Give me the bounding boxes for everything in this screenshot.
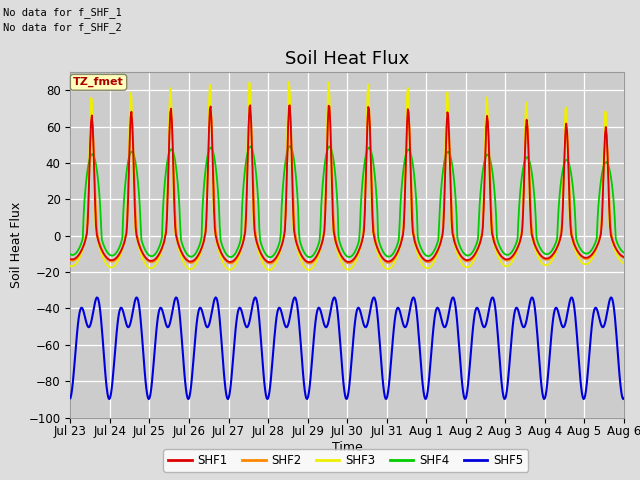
Legend: SHF1, SHF2, SHF3, SHF4, SHF5: SHF1, SHF2, SHF3, SHF4, SHF5 <box>163 449 528 472</box>
Text: No data for f_SHF_1: No data for f_SHF_1 <box>3 7 122 18</box>
Title: Soil Heat Flux: Soil Heat Flux <box>285 49 410 68</box>
Y-axis label: Soil Heat Flux: Soil Heat Flux <box>10 202 23 288</box>
X-axis label: Time: Time <box>332 441 363 454</box>
Text: TZ_fmet: TZ_fmet <box>73 77 124 87</box>
Text: No data for f_SHF_2: No data for f_SHF_2 <box>3 22 122 33</box>
